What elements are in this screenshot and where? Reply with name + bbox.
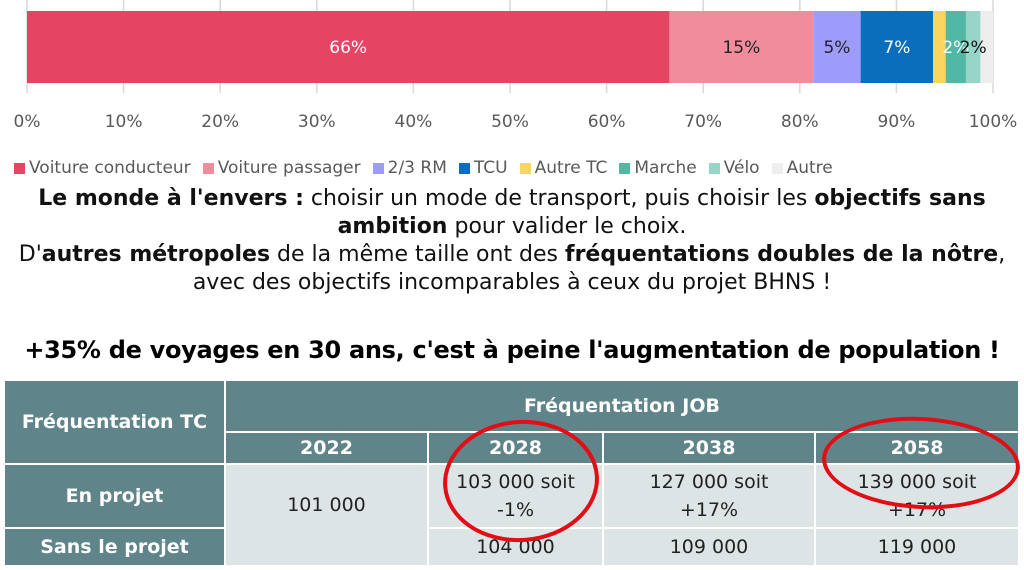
data-label: 2% — [942, 38, 969, 58]
cell-value: 139 000 soit — [857, 471, 977, 493]
legend-swatch — [519, 162, 531, 174]
bar-segment-voiture-conducteur — [27, 11, 670, 83]
table-row: En projet 101 000 103 000 soit -1% 127 00… — [3, 463, 1020, 567]
legend-label: Marche — [634, 158, 697, 178]
bar-segment-2-3-rm — [813, 11, 861, 83]
row-label-sans-projet: Sans le projet — [3, 527, 226, 567]
bar-segment-voiture-passager — [669, 11, 814, 83]
legend-swatch — [202, 162, 214, 174]
legend-swatch — [14, 162, 25, 174]
x-tick-label: 20% — [201, 112, 239, 132]
year-header-2022: 2022 — [224, 431, 429, 465]
x-tick-label: 40% — [395, 112, 433, 132]
mode-share-chart: 0% 10% 20% 30% 40% 50% 60% 70% 80% 90% 100% 66% 15% 5… — [14, 0, 1018, 132]
legend-item: Autre TC — [519, 158, 608, 178]
commentary-text: Le monde à l'envers : choisir un mode de… — [0, 185, 1024, 297]
x-tick-label: 0% — [14, 112, 41, 132]
cell-change: +17% — [887, 499, 947, 521]
x-tick-label: 30% — [298, 112, 336, 132]
legend-swatch — [708, 162, 720, 174]
legend-label: Voiture passager — [217, 158, 361, 178]
legend-label: 2/3 RM — [387, 158, 447, 178]
legend-item: 2/3 RM — [372, 158, 447, 178]
bar-segment-autre — [980, 11, 993, 83]
legend-swatch — [458, 162, 470, 174]
headline: +35% de voyages en 30 ans, c'est à peine… — [24, 336, 1000, 364]
bar-segment-marche — [945, 11, 966, 83]
year-header-2028: 2028 — [427, 431, 604, 465]
bar-segment-autre-tc — [933, 11, 946, 83]
legend-item: Vélo — [708, 158, 760, 178]
legend-item: Voiture passager — [202, 158, 361, 178]
x-tick-label: 100% — [969, 112, 1018, 132]
cell-sans-projet-2058: 119 000 — [814, 527, 1020, 567]
legend-label: TCU — [473, 158, 508, 178]
cell-change: -1% — [497, 499, 534, 521]
row-label-en-projet: En projet — [3, 463, 226, 529]
paragraph-2: D'autres métropoles de la même taille on… — [0, 241, 1024, 297]
cell-2022: 101 000 — [224, 463, 429, 567]
legend-swatch — [771, 162, 783, 174]
x-tick-label: 60% — [588, 112, 626, 132]
data-label: 5% — [823, 38, 850, 58]
p1-bold-2: objectifs sans ambition — [337, 186, 986, 239]
bar-segment-v-lo — [965, 11, 981, 83]
p2-bold-1: autres métropoles — [41, 242, 271, 267]
p2-text-3: , avec des objectifs incomparables à ceu… — [192, 242, 1006, 295]
data-label: 66% — [329, 38, 367, 58]
chart-legend: Voiture conducteur Voiture passager 2/3 RM… — [14, 156, 1024, 180]
cell-change: +17% — [679, 499, 739, 521]
data-label: 2% — [960, 38, 987, 58]
x-tick-label: 10% — [105, 112, 143, 132]
cell-sans-projet-2038: 109 000 — [602, 527, 816, 567]
legend-label: Autre — [786, 158, 833, 178]
legend-label: Voiture conducteur — [29, 158, 191, 178]
cell-en-projet-2038: 127 000 soit +17% — [602, 463, 816, 529]
p2-text-2: de la même taille ont des — [270, 242, 566, 267]
ridership-table: Fréquentation TC Fréquentation JOB 2022 … — [3, 379, 1020, 567]
legend-swatch — [372, 162, 384, 174]
cell-sans-projet-2028: 104 000 — [427, 527, 604, 567]
cell-en-projet-2028: 103 000 soit -1% — [427, 463, 604, 529]
table-row: Sans le projet 104 000 109 000 119 000 — [3, 527, 1020, 567]
cell-value: 103 000 soit — [456, 471, 575, 493]
paragraph-1: Le monde à l'envers : choisir un mode de… — [0, 185, 1024, 241]
legend-label: Autre TC — [534, 158, 608, 178]
cell-en-projet-2058: 139 000 soit +17% — [814, 463, 1020, 529]
group-header: Fréquentation JOB — [224, 379, 1020, 433]
legend-item: TCU — [458, 158, 508, 178]
p2-bold-2: fréquentations doubles de la nôtre — [565, 242, 999, 267]
legend-item: Autre — [771, 158, 833, 178]
x-tick-label: 90% — [878, 112, 916, 132]
legend-item: Marche — [619, 158, 697, 178]
cell-value: 127 000 soit — [649, 471, 769, 493]
corner-header: Fréquentation TC — [3, 379, 226, 465]
data-label: 7% — [883, 38, 910, 58]
p2-text-1: D' — [18, 242, 42, 267]
legend-item: Voiture conducteur — [14, 158, 191, 178]
legend-label: Vélo — [723, 158, 760, 178]
x-tick-label: 70% — [684, 112, 722, 132]
year-header-2058: 2058 — [814, 431, 1020, 465]
bar-segment-tcu — [860, 11, 934, 83]
data-label: 15% — [722, 38, 760, 58]
p1-text-1: choisir un mode de transport, puis chois… — [303, 186, 815, 211]
x-tick-label: 50% — [491, 112, 529, 132]
legend-swatch — [619, 162, 631, 174]
x-tick-label: 80% — [781, 112, 819, 132]
p1-bold-1: Le monde à l'envers : — [38, 186, 304, 211]
year-header-2038: 2038 — [602, 431, 816, 465]
p1-text-2: pour valider le choix. — [447, 214, 687, 239]
